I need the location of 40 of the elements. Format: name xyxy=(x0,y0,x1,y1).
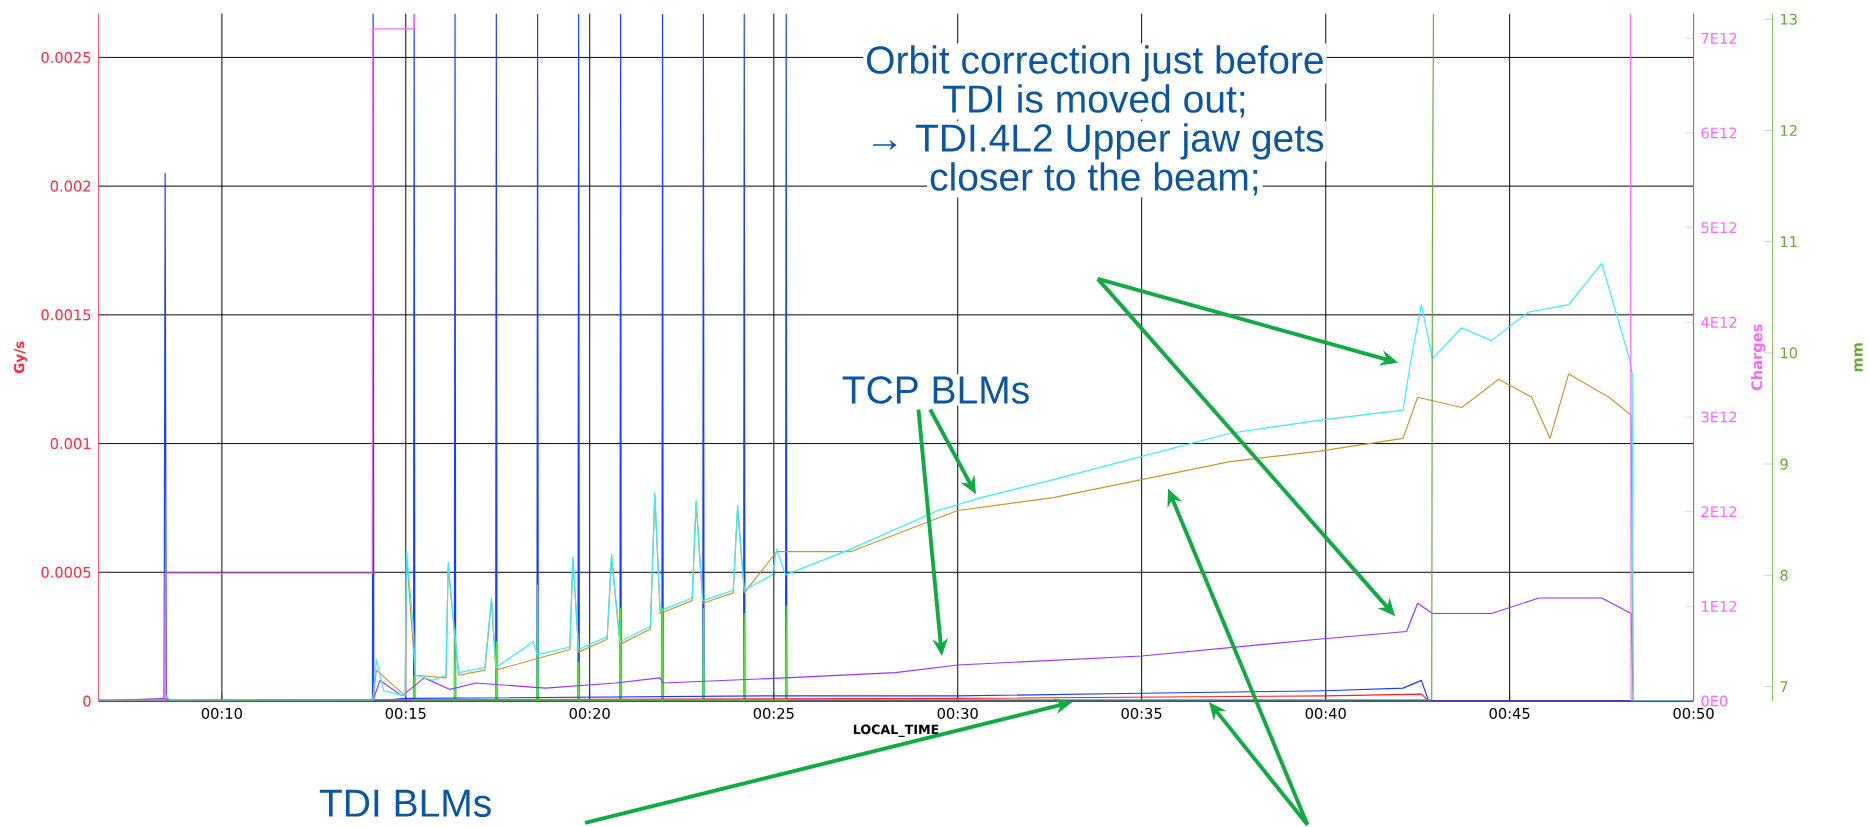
y3-tick-label: 7 xyxy=(1780,681,1788,692)
text: TDI BLMs xyxy=(319,789,491,818)
x-tick-label: 00:20 xyxy=(569,708,610,720)
y-tick-label: 0 xyxy=(83,695,91,707)
y3-tick-label: 10 xyxy=(1781,347,1798,359)
y2-axis-title: Charges xyxy=(1751,324,1766,391)
annotation: closer to the beam; xyxy=(930,162,1258,196)
y3-tick-label: 8 xyxy=(1780,569,1788,581)
y3-tick-label: 12 xyxy=(1781,125,1797,136)
y-tick-label: 0.002 xyxy=(50,180,91,192)
y3-axis-title: mm xyxy=(1854,343,1863,372)
y-tick-label: 0.001 xyxy=(50,438,91,450)
x-tick-label: 00:15 xyxy=(385,708,426,720)
x-tick-label: 00:30 xyxy=(937,708,978,720)
annotation: → TDI.4L2 Upper jaw gets xyxy=(873,123,1324,160)
y-tick-label: 0.0015 xyxy=(41,309,91,321)
x-tick-label: 00:45 xyxy=(1489,708,1530,720)
y2-tick-label: 2E12 xyxy=(1701,506,1737,518)
y-axis-title: Gy/s xyxy=(13,341,28,374)
x-tick-label: 00:10 xyxy=(201,708,242,720)
x-axis-title: LOCAL_TIME xyxy=(853,724,939,738)
y2-tick-label: 6E12 xyxy=(1701,127,1737,139)
annotation: Orbit correction just before xyxy=(866,45,1323,82)
y3-tick-label: 9 xyxy=(1780,458,1788,470)
y2-tick-label: 7E12 xyxy=(1701,32,1737,44)
y2-tick-label: 5E12 xyxy=(1701,222,1737,234)
x-tick-label: 00:40 xyxy=(1305,708,1346,720)
y2-tick-label: 1E12 xyxy=(1702,601,1737,612)
y3-tick-label: 13 xyxy=(1781,13,1797,25)
x-tick-label: 00:50 xyxy=(1673,708,1714,720)
y2-tick-label: 3E12 xyxy=(1701,411,1737,423)
annotation: TDI is moved out; xyxy=(943,84,1245,118)
y3-tick-label: 11 xyxy=(1781,236,1797,248)
annotation: TCP BLMs xyxy=(842,376,1029,404)
x-tick-label: 00:35 xyxy=(1121,708,1162,720)
y-tick-label: 0.0005 xyxy=(41,566,91,578)
y2-tick-label: 0E0 xyxy=(1701,695,1728,707)
y2-tick-label: 4E12 xyxy=(1701,316,1737,328)
y-tick-label: 0.0025 xyxy=(41,51,91,64)
x-tick-label: 00:25 xyxy=(753,708,794,720)
